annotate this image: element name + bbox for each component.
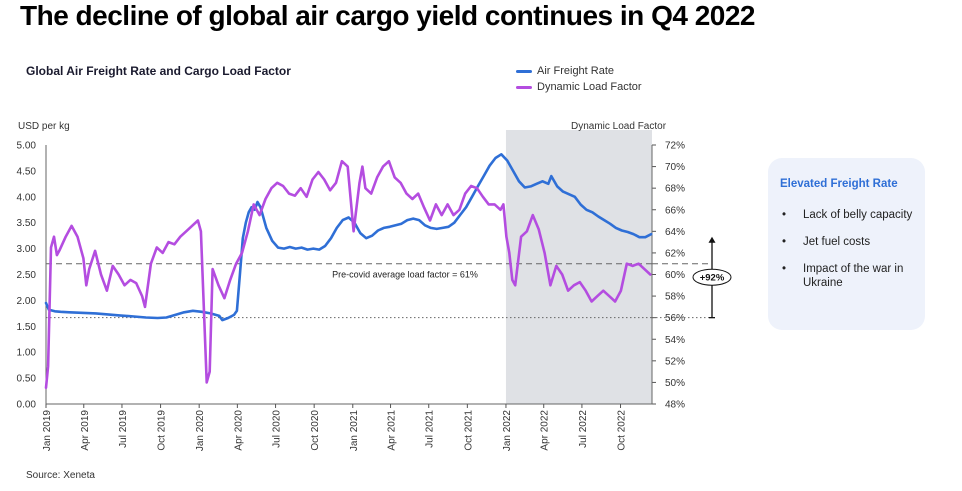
legend-swatch-purple <box>516 85 532 89</box>
y-tick-left-label: 4.00 <box>17 192 37 203</box>
y-tick-right-label: 56% <box>665 313 685 324</box>
change-arrow-head <box>708 236 716 243</box>
callout-bullet: • Jet fuel costs <box>780 235 920 249</box>
x-tick-label: Oct 2019 <box>157 410 168 451</box>
callout-bullet-text: Jet fuel costs <box>803 236 871 248</box>
y-tick-right-label: 72% <box>665 141 685 152</box>
x-tick-label: Oct 2022 <box>617 410 628 451</box>
x-tick-label: Jan 2021 <box>349 410 360 452</box>
y-tick-left-label: 3.00 <box>17 244 37 255</box>
x-tick-label: Apr 2020 <box>233 410 244 451</box>
y-tick-right-label: 66% <box>665 205 685 216</box>
legend-label: Dynamic Load Factor <box>537 81 642 93</box>
y-tick-left-label: 3.50 <box>17 218 37 229</box>
chart-title: Global Air Freight Rate and Cargo Load F… <box>26 64 291 78</box>
callout-bullet-text: Impact of the war in Ukraine <box>803 263 904 289</box>
y-tick-right-label: 60% <box>665 270 685 281</box>
x-tick-label: Apr 2021 <box>387 410 398 451</box>
y-tick-right-label: 64% <box>665 227 685 238</box>
y-axis-left-title: USD per kg <box>18 121 70 132</box>
callout-bullet-text: Lack of belly capacity <box>803 209 913 221</box>
reference-line-label: Pre-covid average load factor = 61% <box>332 270 478 280</box>
series-line-dynamic-load-factor <box>44 159 652 390</box>
legend-item-dynamic-load-factor: Dynamic Load Factor <box>516 79 642 95</box>
x-tick-label: Jul 2022 <box>578 410 589 448</box>
y-tick-left-label: 2.50 <box>17 270 37 281</box>
callout-title: Elevated Freight Rate <box>780 178 898 190</box>
headline: The decline of global air cargo yield co… <box>20 0 755 31</box>
shaded-region <box>505 130 652 404</box>
y-tick-left-label: 0.50 <box>17 374 37 385</box>
callout-bullet: • Lack of belly capacity <box>780 208 920 222</box>
x-tick-label: Jul 2019 <box>118 410 129 448</box>
x-tick-label: Jan 2019 <box>42 410 53 452</box>
y-tick-right-label: 62% <box>665 248 685 259</box>
y-tick-right-label: 52% <box>665 356 685 367</box>
x-tick-label: Jul 2021 <box>425 410 436 448</box>
chart-legend: Air Freight Rate Dynamic Load Factor <box>516 63 642 95</box>
x-tick-label: Jul 2020 <box>272 410 283 448</box>
x-tick-label: Oct 2020 <box>310 410 321 451</box>
y-tick-right-label: 58% <box>665 292 685 303</box>
x-tick-label: Oct 2021 <box>463 410 474 451</box>
y-tick-right-label: 70% <box>665 162 685 173</box>
callout-bullet: • Impact of the war in Ukraine <box>780 262 920 290</box>
y-tick-left-label: 1.00 <box>17 348 37 359</box>
y-tick-left-label: 5.00 <box>17 141 37 152</box>
x-tick-label: Apr 2019 <box>80 410 91 451</box>
y-tick-left-label: 2.00 <box>17 296 37 307</box>
y-axis-right-title: Dynamic Load Factor <box>571 121 667 132</box>
y-tick-right-label: 48% <box>665 400 685 411</box>
legend-label: Air Freight Rate <box>537 65 615 77</box>
y-tick-left-label: 4.50 <box>17 166 37 177</box>
x-tick-label: Jan 2022 <box>502 410 513 452</box>
bullet-dot: • <box>782 263 787 275</box>
x-tick-label: Jan 2020 <box>195 410 206 452</box>
x-tick-label: Apr 2022 <box>540 410 551 451</box>
bullet-dot: • <box>782 236 787 248</box>
legend-swatch-blue <box>516 69 532 73</box>
callout-box: Elevated Freight Rate • Lack of belly cap… <box>768 158 925 330</box>
change-badge-label: +92% <box>700 273 725 284</box>
bullet-dot: • <box>782 209 787 221</box>
y-tick-right-label: 68% <box>665 184 685 195</box>
y-tick-left-label: 1.50 <box>17 322 37 333</box>
legend-item-air-freight-rate: Air Freight Rate <box>516 63 642 79</box>
y-tick-right-label: 50% <box>665 378 685 389</box>
callout-list: • Lack of belly capacity • Jet fuel costs … <box>780 208 920 303</box>
y-tick-right-label: 54% <box>665 335 685 346</box>
source-note: Source: Xeneta <box>26 470 95 481</box>
change-badge <box>692 268 732 286</box>
y-tick-left-label: 0.00 <box>17 400 37 411</box>
